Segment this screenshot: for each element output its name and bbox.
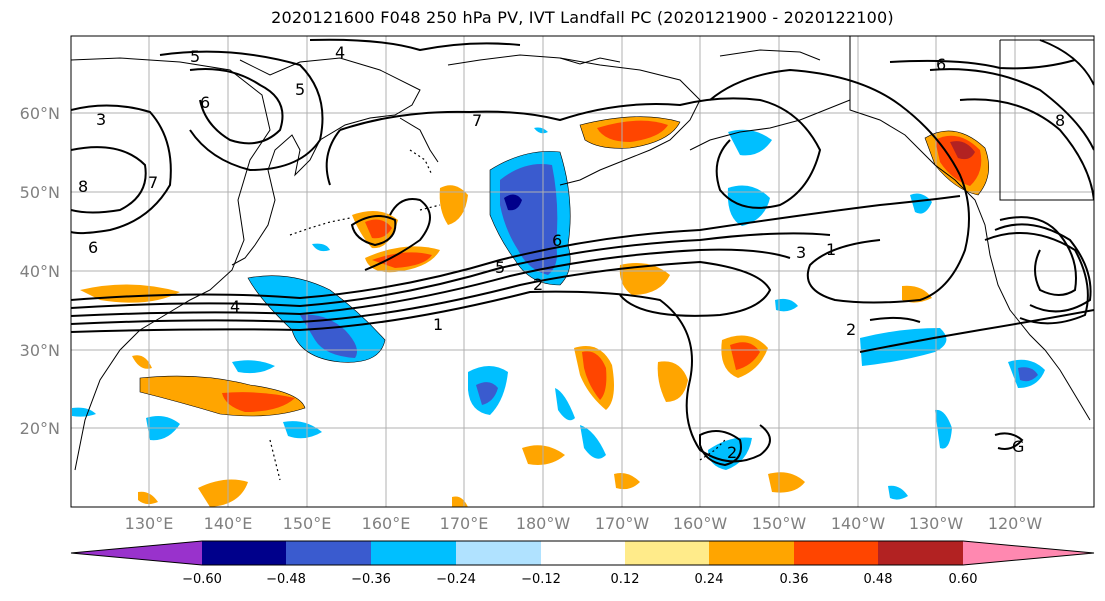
lon-label: 160°E [361, 514, 411, 533]
contour-label: 7 [148, 173, 158, 192]
lat-label: 40°N [19, 262, 60, 281]
colorbar-tick-label: −0.60 [182, 572, 222, 587]
contour-label-group: 5 4 6 5 3 8 7 6 4 7 6 5 2 1 3 1 6 8 2 2 … [78, 43, 1065, 462]
lon-label: 150°W [751, 514, 807, 533]
shading-outlines [139, 116, 990, 417]
colorbar-segment [963, 541, 1094, 565]
contour-label: 6 [88, 238, 98, 257]
contour-label: 2 [727, 443, 737, 462]
lon-label: 140°E [203, 514, 253, 533]
lat-label: 30°N [19, 341, 60, 360]
contour-label: 6 [936, 55, 946, 74]
colorbar-tick-label: 0.24 [694, 572, 724, 587]
colorbar-segment [541, 541, 625, 565]
lon-label: 170°E [439, 514, 489, 533]
lon-label: 120°W [987, 514, 1043, 533]
colorbar-tick-label: 0.36 [779, 572, 809, 587]
colorbar-segment [71, 541, 202, 565]
lon-label: 150°E [282, 514, 332, 533]
island-chains [269, 149, 726, 481]
contour-label: 7 [472, 111, 482, 130]
colorbar-segment [371, 541, 456, 565]
contour-label: 8 [1055, 111, 1065, 130]
colorbar-tick-label: 0.60 [948, 572, 978, 587]
colorbar-tick-label: −0.36 [351, 572, 391, 587]
colorbar-segment [625, 541, 709, 565]
pv-anomaly-fills [72, 116, 1045, 507]
colorbar-segment [202, 541, 286, 565]
contour-label: 4 [230, 297, 240, 316]
contour-label: 3 [96, 110, 106, 129]
colorbar [70, 540, 1095, 566]
colorbar-segment [709, 541, 794, 565]
lon-label: 130°W [908, 514, 964, 533]
colorbar-tick-label: −0.12 [521, 572, 561, 587]
lat-label: 60°N [19, 104, 60, 123]
colorbar-tick-label: −0.24 [436, 572, 476, 587]
contour-label: 8 [78, 177, 88, 196]
lat-label: 20°N [19, 419, 60, 438]
contour-label: 1 [433, 315, 443, 334]
contour-label: 2 [533, 275, 543, 294]
contour-label: 3 [796, 243, 806, 262]
lat-label: 50°N [19, 183, 60, 202]
contour-label: 4 [335, 43, 345, 62]
lon-label: 170°W [594, 514, 650, 533]
contour-label: 6 [552, 231, 562, 250]
map-gridlines [71, 36, 1094, 507]
colorbar-segment [286, 541, 371, 565]
lon-label: 140°W [830, 514, 886, 533]
lon-label: 180°W [515, 514, 571, 533]
contour-label: 5 [495, 258, 505, 277]
lon-label: 160°W [672, 514, 728, 533]
map-title: 2020121600 F048 250 hPa PV, IVT Landfall… [271, 8, 894, 27]
contour-label: 5 [190, 47, 200, 66]
colorbar-segment [794, 541, 878, 565]
contour-label: 5 [295, 80, 305, 99]
colorbar-segment [456, 541, 541, 565]
colorbar-tick-label: 0.12 [610, 572, 640, 587]
ivt-contours [71, 38, 1094, 467]
contour-label: 2 [846, 320, 856, 339]
colorbar-segment [878, 541, 963, 565]
contour-label: G [1012, 437, 1024, 456]
contour-label: 1 [826, 240, 836, 259]
plot-frame [70, 35, 1095, 508]
colorbar-outline [70, 540, 1095, 566]
lon-label: 130°E [124, 514, 174, 533]
colorbar-tick-label: 0.48 [863, 572, 893, 587]
colorbar-tick-label: −0.48 [266, 572, 306, 587]
contour-label: 6 [200, 93, 210, 112]
